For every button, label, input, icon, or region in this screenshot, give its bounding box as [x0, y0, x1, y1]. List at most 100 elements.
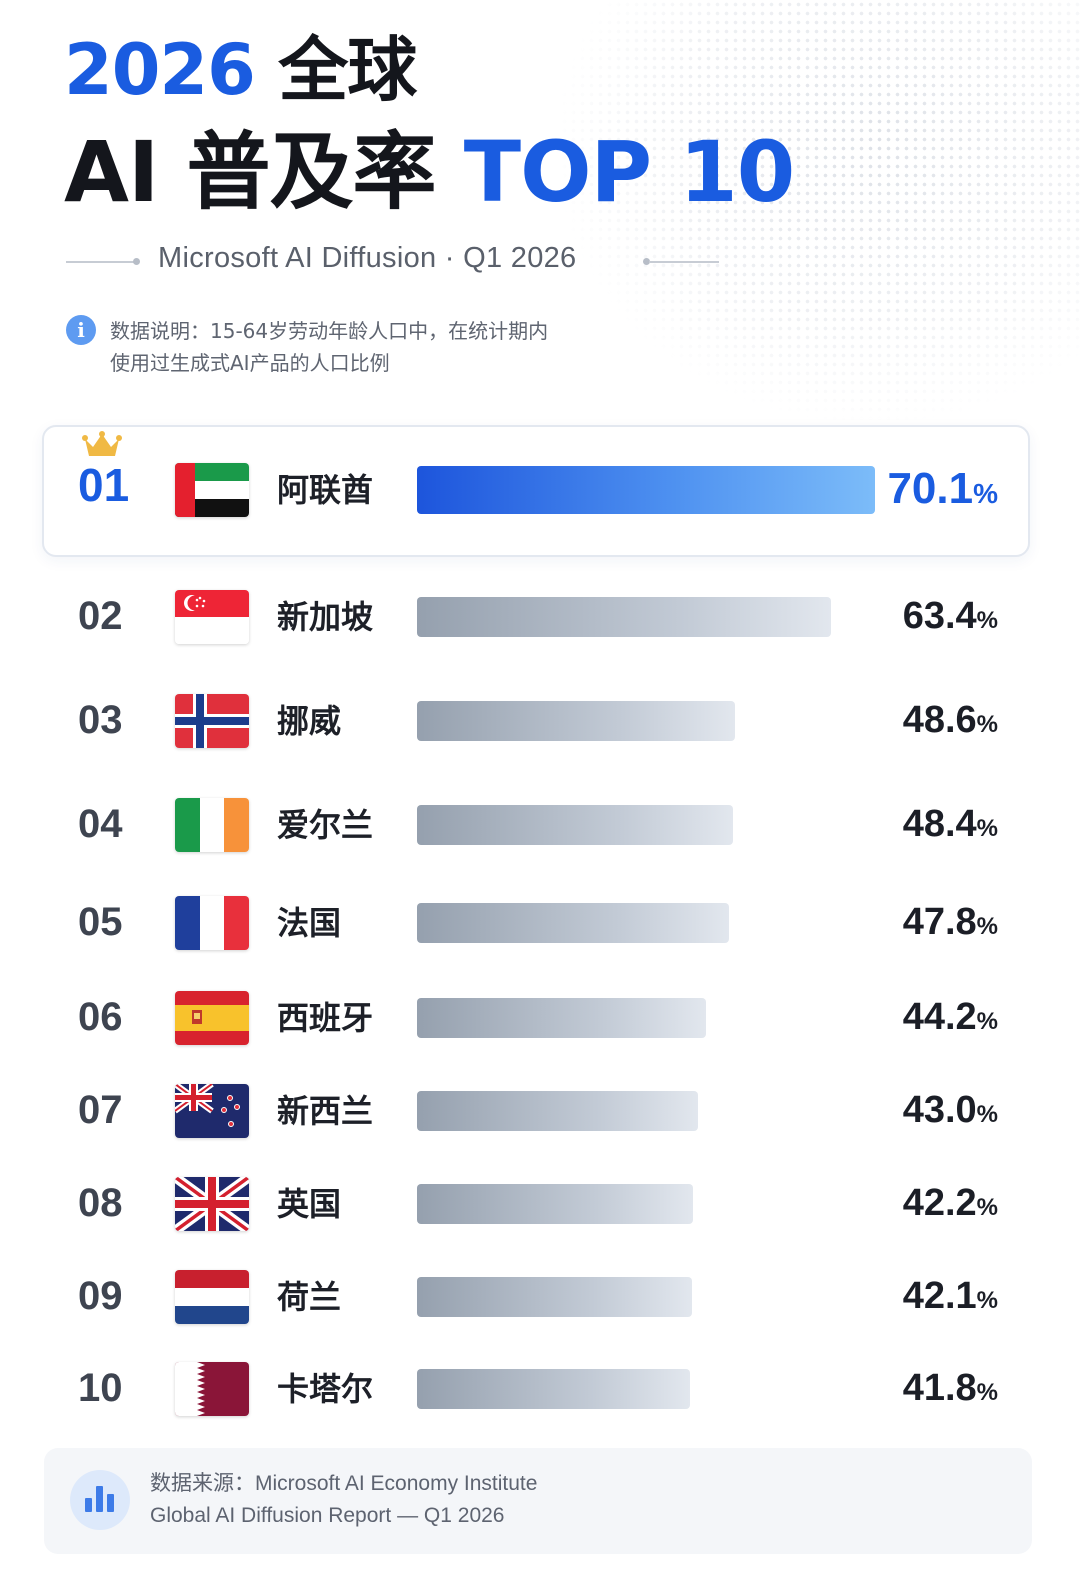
singapore-flag-icon — [175, 590, 249, 644]
country-name: 卡塔尔 — [277, 1370, 374, 1408]
ireland-flag-icon — [175, 798, 249, 852]
value-bar — [417, 597, 831, 637]
value-bar — [417, 701, 735, 741]
percent-unit: % — [976, 711, 998, 738]
crown-icon — [82, 431, 122, 456]
note-text: 数据说明：15-64岁劳动年龄人口中，在统计期内 使用过生成式AI产品的人口比例 — [110, 315, 548, 379]
value-bar — [417, 1277, 692, 1317]
rank-number: 09 — [78, 1274, 123, 1318]
source-text: 数据来源：Microsoft AI Economy Institute Glob… — [150, 1468, 537, 1532]
percent-unit: % — [976, 913, 998, 940]
rank-number: 08 — [78, 1181, 123, 1225]
title-top: TOP 10 — [463, 123, 795, 221]
value-number: 48.6 — [902, 699, 977, 741]
country-name: 西班牙 — [277, 999, 374, 1037]
subtitle: Microsoft AI Diffusion · Q1 2026 — [158, 242, 577, 274]
value-label: 70.1% — [887, 464, 998, 519]
value-bar — [417, 466, 875, 514]
ranking-row: 04 爱尔兰 48.4% — [0, 795, 1080, 855]
country-name: 爱尔兰 — [277, 806, 374, 844]
divider-right — [649, 261, 719, 263]
world-map-background — [560, 0, 1080, 420]
rank-number: 10 — [78, 1366, 123, 1410]
percent-unit: % — [976, 1101, 998, 1128]
value-label: 48.6% — [903, 695, 998, 750]
ranking-row: 06 西班牙 44.2% — [0, 988, 1080, 1048]
value-number: 42.1 — [902, 1275, 977, 1317]
percent-unit: % — [976, 1287, 998, 1314]
country-name: 挪威 — [277, 702, 342, 740]
note-line1: 数据说明：15-64岁劳动年龄人口中，在统计期内 — [110, 319, 549, 343]
uk-flag-icon — [175, 1177, 249, 1231]
value-number: 41.8 — [902, 1367, 977, 1409]
value-bar — [417, 903, 729, 943]
value-number: 47.8 — [902, 901, 977, 943]
page-title-line2: AI 普及率 TOP 10 — [64, 122, 795, 222]
ranking-row: 02 新加坡 63.4% — [0, 587, 1080, 647]
percent-unit: % — [976, 1194, 998, 1221]
value-bar — [417, 1091, 698, 1131]
value-number: 48.4 — [902, 803, 977, 845]
value-bar — [417, 805, 733, 845]
value-number: 42.2 — [902, 1182, 977, 1224]
country-name: 荷兰 — [277, 1278, 342, 1316]
source-box: 数据来源：Microsoft AI Economy Institute Glob… — [44, 1448, 1032, 1554]
percent-unit: % — [976, 1008, 998, 1035]
percent-unit: % — [973, 478, 998, 509]
value-label: 41.8% — [903, 1363, 998, 1418]
percent-unit: % — [976, 607, 998, 634]
value-bar — [417, 998, 706, 1038]
value-bar — [417, 1184, 693, 1224]
country-name: 新加坡 — [277, 598, 374, 636]
divider-left — [66, 261, 134, 263]
title-ai: AI — [64, 123, 159, 221]
value-label: 44.2% — [903, 992, 998, 1047]
rank-number: 04 — [78, 802, 123, 846]
value-number: 63.4 — [902, 595, 977, 637]
value-label: 47.8% — [903, 897, 998, 952]
title-global: 全球 — [278, 29, 417, 111]
title-rate: 普及率 — [186, 123, 437, 221]
page-title-line1: 2026 全球 — [64, 29, 417, 111]
info-icon: i — [66, 315, 96, 345]
subtitle-row: Microsoft AI Diffusion · Q1 2026 — [66, 240, 726, 284]
country-name: 法国 — [277, 904, 342, 942]
country-name: 阿联酋 — [277, 471, 374, 509]
value-label: 42.2% — [903, 1178, 998, 1233]
rank-number: 03 — [78, 698, 123, 742]
value-label: 42.1% — [903, 1271, 998, 1326]
rank-number: 02 — [78, 594, 123, 638]
rank-number: 06 — [78, 995, 123, 1039]
divider-dot-left — [133, 258, 140, 265]
percent-unit: % — [976, 1379, 998, 1406]
note-line2: 使用过生成式AI产品的人口比例 — [110, 351, 390, 375]
source-line1: 数据来源：Microsoft AI Economy Institute — [150, 1472, 538, 1495]
value-number: 44.2 — [902, 996, 977, 1038]
qatar-flag-icon — [175, 1362, 249, 1416]
country-name: 新西兰 — [277, 1092, 374, 1130]
ranking-row: 07 新西兰 43.0% — [0, 1081, 1080, 1141]
france-flag-icon — [175, 896, 249, 950]
value-number: 70.1 — [887, 464, 974, 513]
ranking-row: 01 阿联酋 70.1% — [0, 460, 1080, 520]
ranking-row: 09 荷兰 42.1% — [0, 1267, 1080, 1327]
ranking-row: 10 卡塔尔 41.8% — [0, 1359, 1080, 1419]
divider-dot-right — [643, 258, 650, 265]
percent-unit: % — [976, 815, 998, 842]
title-year: 2026 — [64, 29, 256, 111]
country-name: 英国 — [277, 1185, 342, 1223]
value-label: 43.0% — [903, 1085, 998, 1140]
value-label: 48.4% — [903, 799, 998, 854]
uae-flag-icon — [175, 463, 249, 517]
value-number: 43.0 — [902, 1089, 977, 1131]
rank-number: 01 — [78, 459, 130, 511]
ranking-row: 08 英国 42.2% — [0, 1174, 1080, 1234]
norway-flag-icon — [175, 694, 249, 748]
value-bar — [417, 1369, 690, 1409]
ranking-row: 05 法国 47.8% — [0, 893, 1080, 953]
rank-number: 07 — [78, 1088, 123, 1132]
new-zealand-flag-icon — [175, 1084, 249, 1138]
value-label: 63.4% — [903, 591, 998, 646]
rank-number: 05 — [78, 900, 123, 944]
source-line2: Global AI Diffusion Report — Q1 2026 — [150, 1504, 505, 1527]
